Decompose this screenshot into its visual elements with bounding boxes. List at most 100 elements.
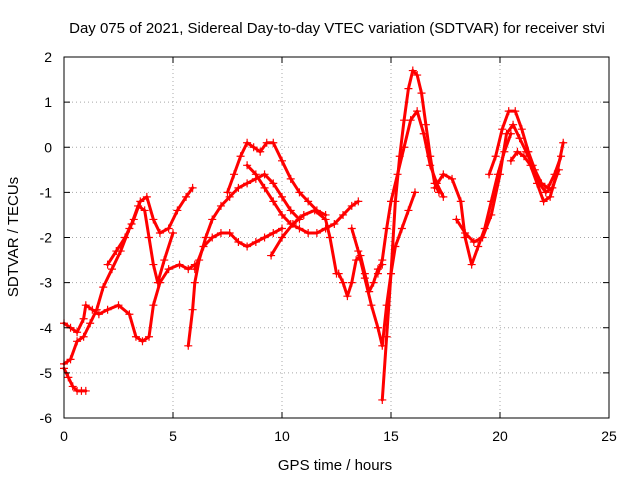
data-point-marker	[511, 107, 520, 116]
data-point-marker	[236, 152, 245, 161]
data-point-marker	[121, 233, 130, 242]
data-point-marker	[519, 152, 528, 161]
data-point-marker	[491, 152, 500, 161]
series-line	[62, 263, 197, 343]
data-point-marker	[339, 210, 348, 219]
data-point-marker	[127, 219, 136, 228]
data-point-marker	[79, 314, 88, 323]
data-point-marker	[190, 278, 199, 287]
data-point-marker	[524, 147, 533, 156]
data-point-marker	[243, 138, 252, 147]
data-series	[267, 206, 341, 278]
data-point-marker	[138, 337, 147, 346]
data-point-marker	[330, 219, 339, 228]
data-point-marker	[103, 305, 112, 314]
data-point-marker	[114, 301, 123, 310]
data-point-marker	[173, 206, 182, 215]
data-point-marker	[533, 179, 542, 188]
chart-title: Day 075 of 2021, Sidereal Day-to-day VTE…	[69, 20, 605, 37]
data-point-marker	[169, 228, 177, 237]
data-point-marker	[541, 188, 550, 197]
data-point-marker	[269, 138, 278, 147]
data-point-marker	[543, 183, 552, 192]
data-point-marker	[164, 265, 173, 274]
series-line	[376, 109, 445, 276]
y-tick-label: -1	[40, 184, 53, 200]
data-point-marker	[417, 89, 426, 98]
y-tick-label: -4	[40, 320, 53, 336]
data-point-marker	[485, 170, 494, 179]
series-line	[186, 172, 301, 348]
data-series	[506, 138, 568, 206]
data-point-marker	[149, 260, 158, 269]
data-point-marker	[439, 170, 448, 179]
data-point-marker	[347, 201, 356, 210]
data-point-marker	[94, 310, 103, 319]
data-point-marker	[251, 170, 260, 179]
data-point-marker	[517, 125, 526, 134]
data-point-marker	[216, 201, 225, 210]
data-point-marker	[278, 233, 286, 242]
data-point-marker	[68, 382, 77, 391]
data-series	[60, 183, 197, 368]
data-point-marker	[73, 328, 82, 337]
data-point-marker	[559, 138, 568, 147]
data-point-marker	[230, 170, 239, 179]
y-tick-label: 2	[44, 49, 52, 65]
data-series	[378, 66, 443, 404]
data-point-marker	[175, 260, 184, 269]
data-point-marker	[378, 395, 387, 404]
data-point-marker	[334, 269, 343, 278]
data-point-marker	[140, 206, 149, 215]
series-line	[245, 163, 360, 235]
data-point-marker	[387, 197, 395, 206]
data-point-marker	[249, 143, 258, 152]
x-axis-label: GPS time / hours	[278, 457, 392, 474]
data-point-marker	[199, 242, 208, 251]
y-axis-label: SDTVAR / TECUs	[5, 177, 22, 297]
data-point-marker	[260, 170, 269, 179]
data-point-marker	[278, 210, 286, 219]
data-series	[243, 161, 363, 237]
data-point-marker	[131, 332, 140, 341]
data-point-marker	[397, 224, 406, 233]
data-point-marker	[539, 197, 548, 206]
data-point-marker	[410, 188, 419, 197]
tick-layer: 0 5 10 15 20 25 -6 -5 -4 -3 -2 -1 0 1 2	[40, 49, 617, 444]
data-point-marker	[502, 129, 511, 138]
data-point-marker	[295, 188, 304, 197]
x-tick-label: 10	[274, 428, 290, 444]
data-series	[347, 188, 419, 350]
y-tick-label: -5	[40, 365, 53, 381]
series-line	[380, 69, 441, 402]
data-point-marker	[278, 156, 286, 165]
x-tick-label: 5	[169, 428, 177, 444]
series-line	[106, 204, 175, 285]
data-point-marker	[343, 292, 352, 301]
data-point-marker	[413, 71, 422, 80]
data-point-marker	[310, 206, 319, 215]
data-point-marker	[295, 224, 304, 233]
data-point-marker	[112, 247, 121, 256]
y-tick-label: -2	[40, 230, 53, 246]
data-series	[184, 170, 304, 350]
data-point-marker	[299, 210, 308, 219]
y-tick-label: 1	[44, 94, 52, 110]
data-point-marker	[92, 305, 101, 314]
data-point-marker	[190, 265, 199, 274]
x-tick-label: 20	[492, 428, 508, 444]
data-point-marker	[155, 228, 164, 237]
data-point-marker	[149, 301, 158, 310]
data-point-marker	[304, 228, 313, 237]
data-point-marker	[498, 125, 507, 134]
data-point-marker	[136, 197, 145, 206]
data-series	[373, 107, 448, 278]
data-point-marker	[404, 84, 413, 93]
data-point-marker	[99, 283, 108, 292]
data-point-marker	[339, 278, 348, 287]
data-point-marker	[496, 170, 504, 179]
data-point-marker	[312, 228, 321, 237]
data-point-marker	[352, 256, 361, 265]
series-line	[269, 208, 338, 276]
